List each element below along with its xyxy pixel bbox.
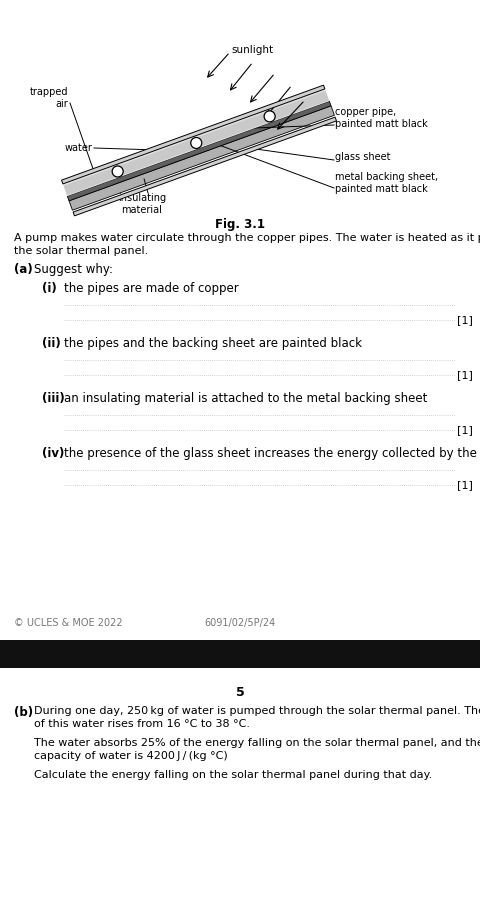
Text: (b): (b)	[14, 706, 33, 719]
Circle shape	[264, 111, 275, 122]
Text: an insulating material is attached to the metal backing sheet: an insulating material is attached to th…	[64, 392, 427, 405]
Text: (a): (a)	[14, 263, 33, 276]
Text: The water absorbs 25% of the energy falling on the solar thermal panel, and the : The water absorbs 25% of the energy fall…	[34, 738, 480, 748]
Text: [1]: [1]	[457, 315, 473, 325]
Text: (iv): (iv)	[42, 447, 64, 460]
Bar	[0, 640, 480, 668]
Text: the pipes are made of copper: the pipes are made of copper	[64, 282, 239, 295]
Polygon shape	[69, 106, 335, 210]
Text: [1]: [1]	[457, 425, 473, 435]
Polygon shape	[61, 85, 325, 184]
Text: trapped
air: trapped air	[29, 87, 68, 109]
Text: (i): (i)	[42, 282, 57, 295]
Text: metal backing sheet,
painted matt black: metal backing sheet, painted matt black	[335, 172, 438, 194]
Text: capacity of water is 4200 J / (kg °C): capacity of water is 4200 J / (kg °C)	[34, 751, 228, 761]
Text: water: water	[64, 143, 92, 153]
Text: 5: 5	[236, 686, 244, 699]
Text: of this water rises from 16 °C to 38 °C.: of this water rises from 16 °C to 38 °C.	[34, 719, 250, 729]
Polygon shape	[63, 90, 329, 195]
Text: insulating
material: insulating material	[118, 193, 166, 214]
Text: [1]: [1]	[457, 480, 473, 490]
Text: Fig. 3.1: Fig. 3.1	[215, 218, 265, 231]
Polygon shape	[67, 101, 331, 201]
Circle shape	[112, 166, 123, 177]
Text: sunlight: sunlight	[231, 45, 273, 55]
Text: A pump makes water circulate through the copper pipes. The water is heated as it: A pump makes water circulate through the…	[14, 233, 480, 243]
Polygon shape	[73, 117, 336, 216]
Text: [1]: [1]	[457, 370, 473, 380]
Text: copper pipe,
painted matt black: copper pipe, painted matt black	[335, 107, 428, 129]
Text: (iii): (iii)	[42, 392, 65, 405]
Circle shape	[191, 138, 202, 148]
Text: the presence of the glass sheet increases the energy collected by the water.: the presence of the glass sheet increase…	[64, 447, 480, 460]
Text: During one day, 250 kg of water is pumped through the solar thermal panel. The t: During one day, 250 kg of water is pumpe…	[34, 706, 480, 716]
Text: glass sheet: glass sheet	[335, 152, 391, 162]
Text: (ii): (ii)	[42, 337, 61, 350]
Text: the pipes and the backing sheet are painted black: the pipes and the backing sheet are pain…	[64, 337, 362, 350]
Text: Calculate the energy falling on the solar thermal panel during that day.: Calculate the energy falling on the sola…	[34, 770, 432, 780]
Text: the solar thermal panel.: the solar thermal panel.	[14, 246, 148, 256]
Text: © UCLES & MOE 2022: © UCLES & MOE 2022	[14, 618, 122, 628]
Text: Suggest why:: Suggest why:	[34, 263, 113, 276]
Polygon shape	[63, 89, 329, 196]
Text: 6091/02/5P/24: 6091/02/5P/24	[204, 618, 276, 628]
